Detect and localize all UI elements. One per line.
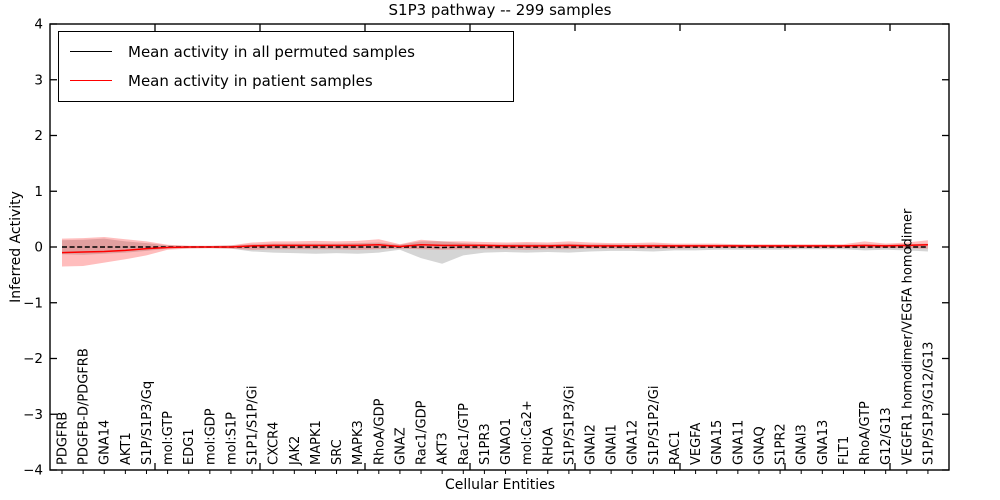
x-tick-label: GNAI2 [584, 424, 599, 465]
legend-box: Mean activity in all permuted samples Me… [58, 31, 514, 102]
x-tick-label: GNAO1 [499, 418, 514, 465]
y-tick-label: 1 [34, 184, 43, 200]
x-tick-label: JAK2 [288, 436, 303, 466]
x-tick-label: S1PR3 [478, 423, 493, 465]
x-tick-label: CXCR4 [267, 422, 282, 465]
x-tick-label: mol:Ca2+ [520, 400, 535, 465]
legend-line-black [70, 51, 112, 52]
x-tick-label: GNAI1 [605, 424, 620, 465]
legend-item-permuted: Mean activity in all permuted samples [59, 37, 513, 66]
x-tick-label: GNAI3 [795, 424, 810, 465]
legend-label-patient: Mean activity in patient samples [128, 71, 373, 90]
legend-item-patient: Mean activity in patient samples [59, 66, 513, 95]
y-tick-label: −4 [23, 463, 43, 479]
x-tick-label: AKT1 [119, 432, 134, 465]
x-tick-label: GNAQ [752, 426, 767, 465]
x-tick-label: FLT1 [837, 436, 852, 465]
x-tick-label: mol:GDP [203, 408, 218, 465]
x-tick-label: PDGFB-D/PDGFRB [77, 348, 92, 465]
x-tick-label: RAC1 [668, 430, 683, 465]
x-tick-label: AKT3 [436, 432, 451, 465]
x-tick-label: RHOA [541, 427, 556, 465]
x-tick-label: G12/G13 [879, 407, 894, 465]
x-tick-label: MAPK3 [351, 420, 366, 465]
patient-mean-line [61, 244, 928, 254]
x-tick-label: VEGFR1 homodimer/VEGFA homodimer [900, 208, 915, 465]
x-tick-label: GNA14 [98, 420, 113, 465]
y-tick-label: 2 [34, 128, 43, 144]
y-tick-label: 3 [34, 72, 43, 88]
x-tick-label: GNA11 [731, 420, 746, 465]
y-tick-label: 0 [34, 240, 43, 256]
x-tick-label: S1P/S1P3/Gq [140, 381, 155, 465]
x-tick-label: MAPK1 [309, 420, 324, 465]
x-tick-label: VEGFA [689, 423, 704, 465]
x-tick-label: GNA13 [816, 420, 831, 465]
y-tick-label: −1 [23, 295, 43, 311]
y-axis-label: Inferred Activity [8, 191, 24, 303]
legend-line-red [70, 80, 112, 81]
x-tick-label: mol:S1P [224, 412, 239, 465]
legend-label-permuted: Mean activity in all permuted samples [128, 42, 415, 61]
x-tick-label: RhoA/GDP [372, 398, 387, 465]
x-tick-label: Rac1/GDP [415, 400, 430, 465]
x-tick-label: S1P/S1P3/G12/G13 [921, 342, 936, 465]
x-tick-label: Rac1/GTP [457, 403, 472, 465]
x-tick-label: GNAZ [393, 427, 408, 465]
chart-title: S1P3 pathway -- 299 samples [388, 1, 612, 19]
x-tick-label: SRC [330, 439, 345, 465]
patient-band [62, 236, 928, 267]
x-tick-label: mol:GTP [161, 411, 176, 465]
x-tick-label: RhoA/GTP [858, 401, 873, 465]
x-tick-label: GNA15 [710, 420, 725, 465]
y-tick-label: −3 [23, 407, 43, 423]
x-tick-label: S1P1/S1P/Gi [246, 386, 261, 465]
x-tick-label: GNA12 [626, 420, 641, 465]
x-tick-label: S1PR2 [774, 423, 789, 465]
x-tick-label: S1P/S1P2/Gi [647, 386, 662, 465]
y-tick-label: 4 [34, 17, 43, 33]
y-tick-label: −2 [23, 351, 43, 367]
x-tick-label: S1P/S1P3/Gi [562, 386, 577, 465]
x-axis-label: Cellular Entities [444, 477, 556, 493]
x-tick-label: PDGFRB [56, 412, 71, 465]
x-tick-label: EDG1 [182, 428, 197, 465]
